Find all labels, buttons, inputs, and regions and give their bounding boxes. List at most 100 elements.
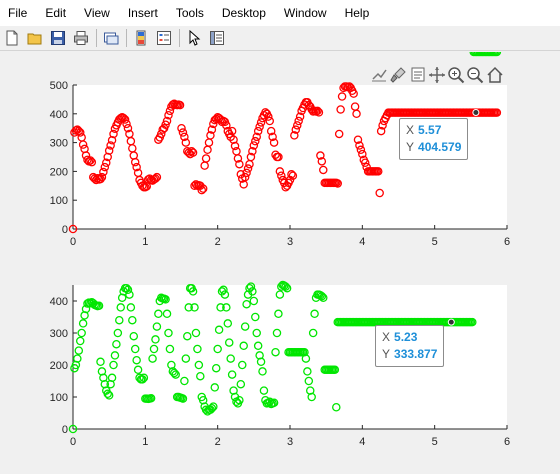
menu-bar: File Edit View Insert Tools Desktop Window Help: [0, 0, 560, 26]
data-point: [378, 121, 387, 130]
data-point: [74, 346, 84, 355]
data-point: [68, 424, 78, 434]
data-point: [109, 360, 118, 370]
data-point: [96, 357, 105, 367]
menu-view[interactable]: View: [84, 6, 110, 20]
data-point: [164, 110, 173, 120]
data-point: [70, 128, 79, 137]
data-point: [216, 303, 225, 312]
data-point: [281, 282, 290, 291]
data-point: [102, 158, 111, 168]
datatip-bottom[interactable]: X 5.23 Y 333.877: [375, 325, 445, 367]
data-point: [236, 170, 246, 179]
insert-colorbar-icon[interactable]: [131, 28, 151, 48]
data-point: [304, 100, 314, 110]
x-tick-label: 4: [359, 236, 365, 248]
x-tick-label: 1: [142, 436, 148, 448]
open-file-icon[interactable]: [25, 28, 45, 48]
data-point: [196, 181, 205, 191]
data-point: [304, 376, 314, 386]
data-point: [256, 357, 266, 367]
data-point: [116, 303, 125, 312]
link-plot-icon[interactable]: [101, 28, 121, 48]
data-point: [138, 375, 147, 384]
menu-window[interactable]: Window: [283, 6, 327, 20]
data-point: [122, 119, 131, 129]
y-tick-label: 400: [50, 109, 68, 121]
data-point: [269, 138, 279, 147]
data-point: [115, 315, 124, 325]
data-point: [240, 322, 250, 331]
data-point: [78, 319, 88, 328]
data-point: [224, 338, 234, 347]
y-tick-label: 200: [50, 166, 68, 178]
menu-file[interactable]: File: [8, 6, 28, 20]
data-point: [243, 164, 253, 173]
data-point: [104, 391, 114, 400]
data-cursor-icon[interactable]: [409, 66, 427, 84]
new-figure-icon[interactable]: [2, 28, 22, 48]
data-point: [94, 301, 104, 311]
data-point: [274, 309, 283, 319]
data-point: [187, 146, 196, 156]
menu-tools[interactable]: Tools: [175, 6, 204, 20]
data-point: [152, 322, 162, 331]
data-point: [355, 141, 364, 150]
data-point: [316, 151, 325, 160]
property-editor-icon[interactable]: [207, 28, 227, 48]
data-point: [256, 118, 266, 127]
export-icon[interactable]: [370, 66, 388, 84]
brush-icon[interactable]: [390, 66, 408, 84]
data-point: [161, 120, 170, 129]
x-tick-label: 5: [432, 436, 438, 448]
data-point: [107, 373, 117, 383]
data-point: [269, 398, 279, 408]
pan-icon[interactable]: [428, 66, 446, 84]
data-point: [120, 115, 130, 124]
x-tick-label: 0: [70, 236, 76, 248]
data-point: [376, 126, 386, 136]
data-point: [78, 140, 88, 149]
y-tick-label: 200: [50, 360, 68, 372]
zoom-in-icon[interactable]: [447, 66, 465, 84]
data-point: [308, 328, 318, 338]
plot-area: 0 1 2 3 4 5 6 0 100 200 300 400 500 0 1 2 3 4 5 6 0 100 200 300…: [50, 52, 510, 448]
data-point: [126, 303, 136, 312]
data-point: [468, 317, 477, 327]
data-point: [161, 295, 170, 304]
y-tick-label: 100: [50, 195, 68, 207]
data-point: [178, 128, 188, 137]
data-point: [295, 112, 305, 121]
data-point: [181, 138, 191, 147]
data-point: [253, 126, 263, 136]
data-point: [201, 154, 211, 163]
data-point: [255, 122, 264, 132]
menu-insert[interactable]: Insert: [127, 6, 158, 20]
menu-edit[interactable]: Edit: [45, 6, 67, 20]
data-point: [352, 109, 361, 119]
menu-desktop[interactable]: Desktop: [221, 6, 266, 20]
data-point: [211, 363, 221, 373]
home-icon[interactable]: [486, 66, 504, 84]
data-point: [259, 386, 269, 395]
toolbar-separator: [126, 29, 127, 47]
data-point: [301, 354, 311, 363]
data-point: [219, 285, 228, 295]
print-icon[interactable]: [71, 28, 91, 48]
datatip-top[interactable]: X 5.57 Y 404.579: [399, 118, 469, 160]
data-point: [236, 379, 246, 389]
data-point: [190, 303, 199, 312]
data-point: [222, 303, 231, 312]
data-point: [191, 328, 201, 338]
edit-plot-icon[interactable]: [184, 28, 204, 48]
datatip-x-label: X: [382, 330, 391, 344]
data-point: [226, 132, 235, 142]
data-point: [110, 351, 120, 360]
data-point: [227, 126, 237, 136]
save-icon[interactable]: [48, 28, 68, 48]
zoom-out-icon[interactable]: [466, 66, 484, 84]
data-point: [235, 395, 244, 405]
data-point: [266, 126, 276, 136]
menu-help[interactable]: Help: [344, 6, 370, 20]
insert-legend-icon[interactable]: [154, 28, 174, 48]
